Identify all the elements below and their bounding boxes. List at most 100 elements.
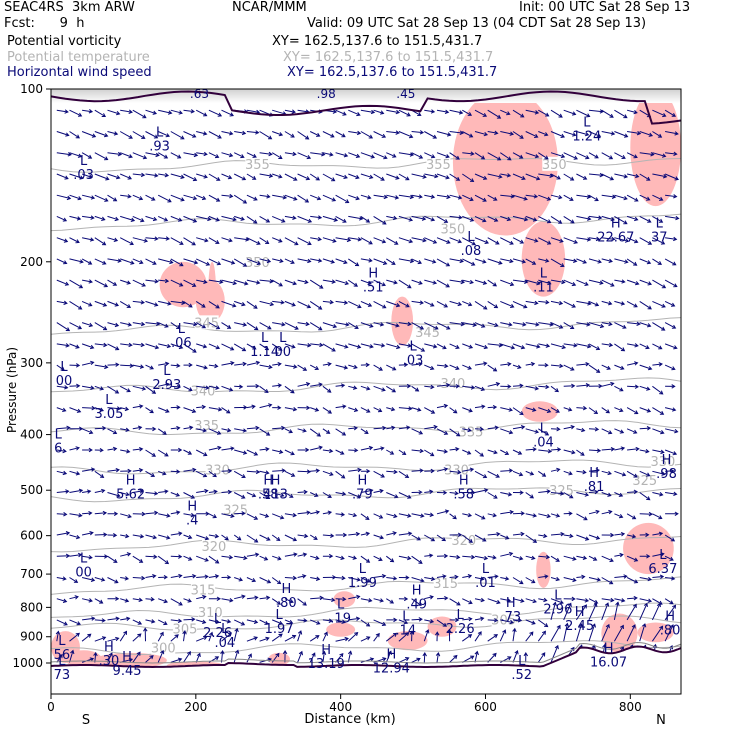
wind-vector bbox=[424, 595, 434, 600]
wind-vector bbox=[500, 384, 512, 389]
wind-vector bbox=[69, 383, 81, 389]
wind-vector bbox=[322, 553, 334, 559]
wind-vector bbox=[462, 616, 473, 622]
extremum-symbol: L bbox=[540, 422, 548, 437]
wind-vector bbox=[398, 152, 415, 157]
wind-vector bbox=[259, 470, 270, 475]
wind-vector bbox=[652, 131, 663, 138]
wind-vector bbox=[576, 194, 592, 199]
wind-vector bbox=[221, 237, 233, 243]
wind-vector bbox=[436, 574, 447, 579]
wind-vector bbox=[411, 657, 421, 663]
wind-vector bbox=[500, 109, 511, 116]
wind-vector bbox=[157, 131, 170, 138]
wind-vector bbox=[234, 322, 248, 327]
wind-vector bbox=[335, 364, 349, 370]
wind-vector bbox=[107, 322, 120, 328]
endpoint-left-label: S bbox=[82, 713, 90, 728]
wind-vector bbox=[525, 619, 536, 625]
theta-contour-label: 350 bbox=[542, 158, 567, 173]
theta-contour-label: 350 bbox=[440, 223, 465, 238]
wind-vector bbox=[297, 405, 311, 411]
wind-vector bbox=[297, 237, 312, 246]
wind-vector bbox=[145, 279, 159, 284]
wind-vector bbox=[158, 300, 172, 306]
wind-vector bbox=[525, 215, 538, 222]
wind-vector bbox=[271, 577, 282, 585]
theta-contour-label: 330 bbox=[650, 455, 675, 470]
wind-vector bbox=[348, 173, 360, 180]
wind-vector bbox=[348, 448, 359, 453]
wind-vector bbox=[639, 576, 652, 582]
wind-vector bbox=[107, 492, 121, 498]
wind-vector bbox=[601, 407, 610, 414]
wind-vector bbox=[525, 598, 537, 604]
wind-vector bbox=[462, 364, 473, 370]
wind-vector bbox=[322, 575, 337, 580]
wind-vector bbox=[233, 470, 246, 478]
wind-vector bbox=[335, 173, 348, 179]
wind-vector bbox=[487, 173, 503, 179]
extremum-symbol: H bbox=[386, 648, 396, 663]
wind-vector bbox=[550, 363, 564, 369]
wind-vector bbox=[626, 361, 639, 366]
extremum-symbol: L bbox=[261, 331, 269, 346]
wind-vector bbox=[221, 513, 235, 518]
theta-contour-label: 325 bbox=[549, 484, 574, 499]
wind-vector bbox=[588, 426, 600, 432]
wind-vector bbox=[221, 300, 237, 308]
wind-vector bbox=[665, 151, 678, 157]
wind-vector bbox=[348, 258, 360, 267]
wind-vector bbox=[81, 131, 97, 138]
extremum-value: .80 bbox=[660, 623, 681, 638]
wind-vector bbox=[434, 631, 440, 642]
wind-vector bbox=[627, 595, 638, 601]
wind-vector bbox=[614, 574, 628, 579]
wind-vector bbox=[272, 258, 284, 263]
wind-vector bbox=[398, 513, 412, 518]
wind-vector bbox=[183, 279, 197, 287]
wind-vector bbox=[234, 577, 244, 582]
wind-vector bbox=[284, 470, 296, 477]
wind-vector bbox=[373, 619, 387, 626]
wind-vector bbox=[246, 513, 259, 520]
wind-vector bbox=[107, 343, 120, 351]
wind-vector bbox=[550, 258, 565, 267]
wind-vector bbox=[588, 131, 602, 138]
wind-vector bbox=[588, 258, 602, 264]
wind-vector bbox=[143, 627, 148, 642]
wind-vector bbox=[170, 131, 185, 140]
wind-vector bbox=[69, 258, 84, 264]
wind-vector bbox=[373, 237, 387, 244]
wind-vector bbox=[550, 467, 561, 473]
wind-vector bbox=[525, 322, 540, 327]
wind-vector bbox=[208, 574, 220, 579]
wind-vector bbox=[56, 300, 68, 305]
wind-vector bbox=[94, 109, 107, 117]
wind-vector bbox=[664, 428, 679, 434]
wind-vector bbox=[500, 597, 512, 603]
theta-label-background bbox=[191, 582, 216, 597]
wind-vector bbox=[639, 194, 651, 201]
wind-vector bbox=[436, 215, 449, 223]
wind-vector bbox=[69, 363, 81, 368]
wind-vector bbox=[183, 467, 197, 473]
wind-vector bbox=[120, 215, 136, 222]
wind-vector bbox=[563, 343, 578, 348]
theta-contour-label: 340 bbox=[440, 377, 465, 392]
wind-vector bbox=[525, 631, 534, 642]
wind-vector bbox=[665, 576, 676, 581]
wind-vector bbox=[145, 194, 156, 201]
extremum-value: 2.45 bbox=[565, 619, 594, 634]
wind-vector bbox=[56, 258, 68, 265]
wind-vector bbox=[424, 194, 436, 199]
wind-vector bbox=[487, 237, 500, 245]
wind-vector bbox=[196, 173, 208, 179]
wind-vector bbox=[145, 215, 158, 222]
extremum-value: 2.26 bbox=[203, 626, 232, 641]
wind-vector bbox=[538, 322, 554, 327]
tropopause-layer: .63 .98 .45 bbox=[51, 89, 681, 125]
wind-vector bbox=[284, 575, 298, 581]
wind-vector bbox=[208, 279, 224, 284]
wind-vector bbox=[487, 279, 498, 287]
